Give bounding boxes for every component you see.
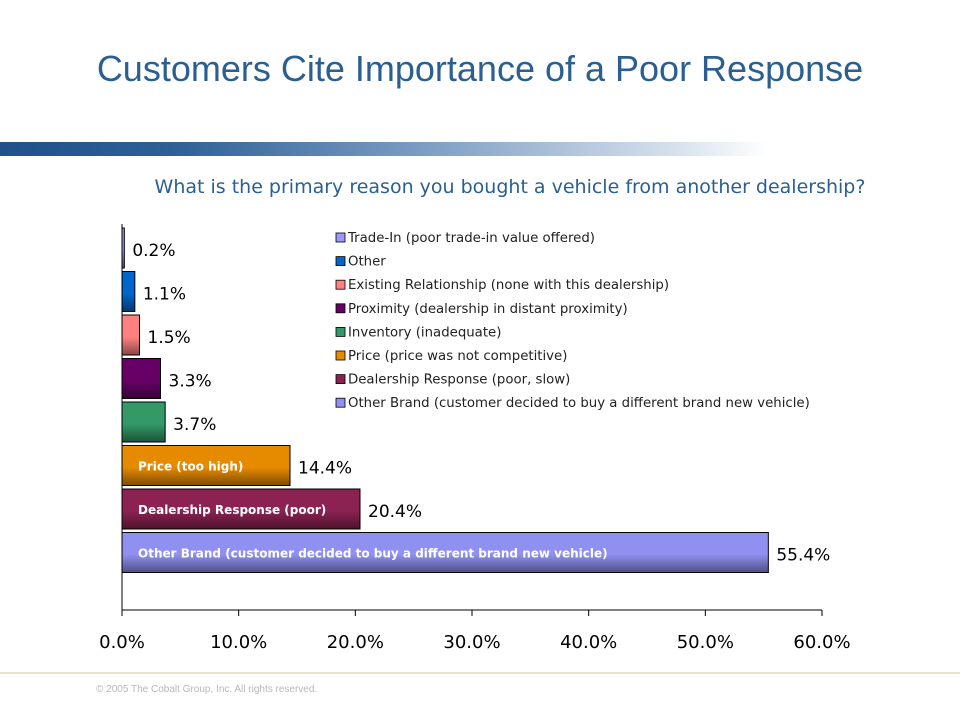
bar-5 bbox=[121, 401, 166, 443]
bar-value-label-5: 3.7% bbox=[173, 415, 216, 435]
bar-inside-label-8: Other Brand (customer decided to buy a d… bbox=[138, 547, 608, 561]
bar-inside-label-7: Dealership Response (poor) bbox=[138, 503, 326, 517]
x-tick-label-3: 20.0% bbox=[327, 632, 384, 653]
copyright-footer: © 2005 The Cobalt Group, Inc. All rights… bbox=[96, 684, 318, 695]
x-tick-label-1: 0.0% bbox=[99, 632, 145, 653]
legend-swatch-5 bbox=[335, 326, 346, 337]
legend-swatch-3 bbox=[335, 279, 346, 290]
x-tick-label-6: 50.0% bbox=[677, 632, 734, 653]
legend-label-3: Existing Relationship (none with this de… bbox=[348, 278, 669, 293]
legend-swatch-6 bbox=[335, 350, 346, 361]
bar-4 bbox=[121, 358, 161, 399]
x-tick-label-2: 10.0% bbox=[210, 632, 267, 653]
legend-label-4: Proximity (dealership in distant proximi… bbox=[348, 302, 628, 317]
legend-label-2: Other bbox=[348, 255, 386, 270]
bar-value-label-1: 0.2% bbox=[132, 241, 175, 261]
bar-value-label-7: 20.4% bbox=[368, 502, 422, 522]
legend-swatch-1 bbox=[335, 232, 346, 243]
bar-value-label-8: 55.4% bbox=[776, 546, 830, 566]
legend-label-7: Dealership Response (poor, slow) bbox=[348, 373, 570, 388]
legend-swatch-8 bbox=[335, 397, 346, 408]
x-tick-label-5: 40.0% bbox=[560, 632, 617, 653]
legend-swatch-2 bbox=[335, 256, 346, 267]
footer-divider bbox=[0, 672, 960, 674]
bar-value-label-3: 1.5% bbox=[148, 328, 191, 348]
bar-inside-label-6: Price (too high) bbox=[138, 460, 243, 474]
bar-value-label-2: 1.1% bbox=[143, 285, 186, 305]
bar-value-label-6: 14.4% bbox=[298, 459, 352, 479]
legend-swatch-4 bbox=[335, 303, 346, 314]
title-divider-band bbox=[0, 142, 960, 156]
bar-3 bbox=[121, 314, 140, 356]
legend-label-8: Other Brand (customer decided to buy a d… bbox=[348, 396, 810, 411]
legend-label-6: Price (price was not competitive) bbox=[348, 349, 567, 364]
x-tick-label-4: 30.0% bbox=[443, 632, 500, 653]
bar-7 bbox=[121, 488, 361, 530]
legend-label-5: Inventory (inadequate) bbox=[348, 325, 501, 340]
bar-8 bbox=[121, 532, 769, 573]
survey-question: What is the primary reason you bought a … bbox=[154, 176, 866, 198]
legend-swatch-7 bbox=[335, 374, 346, 385]
slide-title: Customers Cite Importance of a Poor Resp… bbox=[96, 48, 864, 89]
bar-value-label-4: 3.3% bbox=[169, 372, 212, 392]
x-tick-label-7: 60.0% bbox=[793, 632, 850, 653]
bar-2 bbox=[121, 271, 136, 312]
legend-label-1: Trade-In (poor trade-in value offered) bbox=[347, 231, 595, 246]
